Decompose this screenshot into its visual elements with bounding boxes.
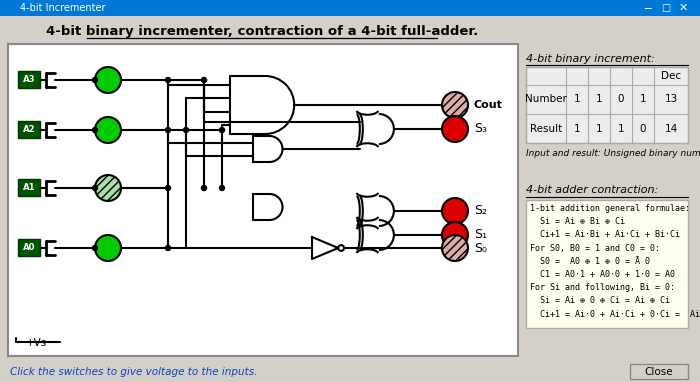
Text: A0: A0 bbox=[22, 243, 35, 252]
Text: 1: 1 bbox=[596, 94, 602, 105]
Text: Ci+1 = Ai·0 + Ai·Ci + 0·Ci =  Ai·Ci: Ci+1 = Ai·0 + Ai·Ci + 0·Ci = Ai·Ci bbox=[530, 309, 700, 319]
FancyBboxPatch shape bbox=[18, 179, 40, 196]
Circle shape bbox=[442, 116, 468, 142]
Text: For Si and following, Bi = 0:: For Si and following, Bi = 0: bbox=[530, 283, 675, 292]
Text: 1: 1 bbox=[640, 94, 646, 105]
Circle shape bbox=[442, 235, 468, 261]
Circle shape bbox=[95, 235, 121, 261]
Polygon shape bbox=[253, 136, 283, 162]
Circle shape bbox=[442, 198, 468, 224]
Text: 14: 14 bbox=[664, 123, 678, 133]
FancyBboxPatch shape bbox=[630, 364, 688, 379]
Circle shape bbox=[95, 67, 121, 93]
FancyBboxPatch shape bbox=[526, 200, 688, 328]
Text: S₀: S₀ bbox=[474, 241, 487, 254]
Text: 13: 13 bbox=[664, 94, 678, 105]
Polygon shape bbox=[360, 114, 394, 144]
Text: 4-bit Incrementer: 4-bit Incrementer bbox=[20, 3, 106, 13]
Circle shape bbox=[95, 175, 121, 201]
Circle shape bbox=[165, 186, 171, 191]
Circle shape bbox=[92, 246, 97, 251]
FancyBboxPatch shape bbox=[0, 362, 700, 382]
Polygon shape bbox=[230, 76, 294, 134]
Circle shape bbox=[92, 128, 97, 133]
FancyBboxPatch shape bbox=[18, 121, 40, 138]
Text: A1: A1 bbox=[22, 183, 35, 192]
Polygon shape bbox=[360, 196, 394, 226]
Text: Cout: Cout bbox=[474, 100, 503, 110]
Circle shape bbox=[338, 245, 344, 251]
Text: Dec: Dec bbox=[661, 71, 681, 81]
Text: 4-bit binary increment:: 4-bit binary increment: bbox=[526, 54, 655, 64]
Text: +Vs: +Vs bbox=[26, 338, 48, 348]
Text: C1 = A0·1 + A0·0 + 1·0 = A0: C1 = A0·1 + A0·0 + 1·0 = A0 bbox=[530, 270, 675, 279]
Circle shape bbox=[165, 246, 171, 251]
Text: 1: 1 bbox=[574, 123, 580, 133]
Text: Result: Result bbox=[530, 123, 562, 133]
Circle shape bbox=[202, 78, 206, 83]
Text: A3: A3 bbox=[22, 75, 35, 84]
Text: Si = Ai ⊕ 0 ⊕ Ci = Ai ⊕ Ci: Si = Ai ⊕ 0 ⊕ Ci = Ai ⊕ Ci bbox=[530, 296, 670, 305]
FancyBboxPatch shape bbox=[0, 16, 700, 382]
Circle shape bbox=[220, 128, 225, 133]
FancyBboxPatch shape bbox=[8, 44, 518, 356]
Circle shape bbox=[165, 78, 171, 83]
Circle shape bbox=[92, 78, 97, 83]
FancyBboxPatch shape bbox=[0, 0, 700, 16]
Text: Input and result: Unsigned binary numbers.: Input and result: Unsigned binary number… bbox=[526, 149, 700, 158]
Text: 1: 1 bbox=[596, 123, 602, 133]
Text: 0: 0 bbox=[640, 123, 646, 133]
Text: S₁: S₁ bbox=[474, 228, 487, 241]
Text: ─: ─ bbox=[645, 3, 652, 13]
Text: 4-bit adder contraction:: 4-bit adder contraction: bbox=[526, 185, 658, 195]
Text: Number: Number bbox=[525, 94, 567, 105]
Text: Close: Close bbox=[645, 367, 673, 377]
Circle shape bbox=[442, 222, 468, 248]
Circle shape bbox=[183, 128, 188, 133]
FancyBboxPatch shape bbox=[18, 239, 40, 256]
Text: 1: 1 bbox=[574, 94, 580, 105]
Text: □: □ bbox=[662, 3, 671, 13]
Text: S₃: S₃ bbox=[474, 123, 487, 136]
Text: A2: A2 bbox=[22, 125, 35, 134]
Text: S0 =  A0 ⊕ 1 ⊕ 0 = Ā 0: S0 = A0 ⊕ 1 ⊕ 0 = Ā 0 bbox=[530, 257, 650, 266]
Text: ✕: ✕ bbox=[678, 3, 687, 13]
Text: 1-bit addition general formulae:: 1-bit addition general formulae: bbox=[530, 204, 690, 213]
Text: Click the switches to give voltage to the inputs.: Click the switches to give voltage to th… bbox=[10, 367, 258, 377]
Circle shape bbox=[165, 128, 171, 133]
Polygon shape bbox=[312, 237, 338, 259]
Text: 4-bit binary incrementer, contraction of a 4-bit full-adder.: 4-bit binary incrementer, contraction of… bbox=[46, 26, 478, 39]
FancyBboxPatch shape bbox=[526, 67, 688, 143]
Polygon shape bbox=[360, 220, 394, 250]
Circle shape bbox=[442, 92, 468, 118]
Text: Ci+1 = Ai·Bi + Ai·Ci + Bi·Ci: Ci+1 = Ai·Bi + Ai·Ci + Bi·Ci bbox=[530, 230, 680, 240]
Text: 0: 0 bbox=[617, 94, 624, 105]
FancyBboxPatch shape bbox=[18, 71, 40, 88]
Circle shape bbox=[95, 117, 121, 143]
Text: For S0, B0 = 1 and C0 = 0:: For S0, B0 = 1 and C0 = 0: bbox=[530, 244, 660, 253]
Polygon shape bbox=[253, 194, 283, 220]
Text: S₂: S₂ bbox=[474, 204, 487, 217]
Circle shape bbox=[220, 186, 225, 191]
Circle shape bbox=[202, 186, 206, 191]
Circle shape bbox=[92, 186, 97, 191]
Text: 1: 1 bbox=[617, 123, 624, 133]
Text: Si = Ai ⊕ Bi ⊕ Ci: Si = Ai ⊕ Bi ⊕ Ci bbox=[530, 217, 625, 226]
